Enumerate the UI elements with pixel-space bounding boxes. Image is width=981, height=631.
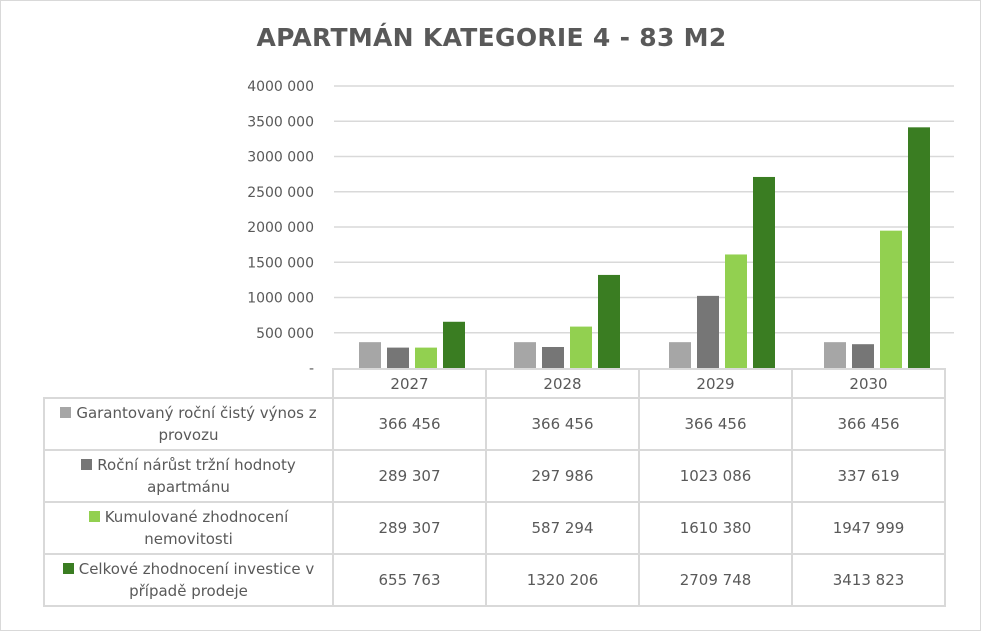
legend-entry: Roční nárůst tržní hodnoty apartmánu — [43, 449, 334, 503]
data-label: 3413 823 — [791, 553, 946, 607]
data-label: 1023 086 — [638, 449, 793, 503]
bar-2028-series-2 — [542, 346, 564, 368]
series-name: Kumulované zhodnocení nemovitosti — [104, 508, 289, 548]
series-name: Garantovaný roční čistý výnos z provozu — [76, 404, 317, 444]
data-label: 289 307 — [332, 501, 487, 555]
legend-swatch — [60, 407, 72, 418]
chart-title: APARTMÁN KATEGORIE 4 - 83 M2 — [256, 23, 727, 52]
bar-2028-series-1 — [514, 342, 536, 368]
table-corner — [44, 369, 334, 398]
y-tick-label: 3000 000 — [247, 150, 314, 166]
y-tick-label: 2500 000 — [247, 185, 314, 201]
data-label: 289 307 — [332, 449, 487, 503]
data-label: 366 456 — [485, 397, 640, 451]
bar-2027-series-4 — [443, 321, 465, 368]
legend-swatch — [62, 563, 74, 574]
y-tick-label: 4000 000 — [247, 79, 314, 95]
x-category-label: 2029 — [638, 368, 793, 399]
x-category-label: 2030 — [791, 368, 946, 399]
data-label: 366 456 — [638, 397, 793, 451]
bar-2029-series-2 — [697, 295, 719, 368]
series-name: Roční nárůst tržní hodnoty apartmánu — [97, 456, 296, 496]
bar-2030-series-3 — [880, 230, 902, 368]
data-label: 1947 999 — [791, 501, 946, 555]
data-label: 1610 380 — [638, 501, 793, 555]
y-tick-label: 1500 000 — [247, 255, 314, 271]
y-tick-label: 2000 000 — [247, 220, 314, 236]
legend-entry: Celkové zhodnocení investice v případě p… — [43, 553, 334, 607]
data-label: 655 763 — [332, 553, 487, 607]
data-label: 587 294 — [485, 501, 640, 555]
y-tick-label: 1000 000 — [247, 291, 314, 307]
legend-swatch — [88, 511, 100, 522]
y-tick-label: 500 000 — [256, 326, 314, 342]
table-row: Garantovaný roční čistý výnos z provozu 3… — [43, 397, 946, 451]
bar-2029-series-4 — [753, 176, 775, 368]
series-name: Celkové zhodnocení investice v případě p… — [78, 560, 315, 600]
x-category-label: 2028 — [485, 368, 640, 399]
x-category-label: 2027 — [332, 368, 487, 399]
data-label: 337 619 — [791, 449, 946, 503]
bar-2030-series-2 — [852, 344, 874, 368]
bar-2027-series-3 — [415, 347, 437, 368]
data-label: 1320 206 — [485, 553, 640, 607]
bar-2027-series-2 — [387, 347, 409, 368]
data-label: 366 456 — [791, 397, 946, 451]
data-label: 2709 748 — [638, 553, 793, 607]
table-row: Roční nárůst tržní hodnoty apartmánu 289 … — [43, 449, 946, 503]
table-row: Celkové zhodnocení investice v případě p… — [43, 553, 946, 607]
data-label: 297 986 — [485, 449, 640, 503]
legend-entry: Kumulované zhodnocení nemovitosti — [43, 501, 334, 555]
bar-2030-series-4 — [908, 127, 930, 369]
bar-2029-series-3 — [725, 254, 747, 368]
bar-2028-series-3 — [570, 326, 592, 368]
data-label: 366 456 — [332, 397, 487, 451]
data-table: 2027 2028 2029 2030 Garantovaný roční čistý … — [43, 368, 946, 607]
legend-entry: Garantovaný roční čistý výnos z provozu — [43, 397, 334, 451]
table-row: Kumulované zhodnocení nemovitosti 289 307… — [43, 501, 946, 555]
legend-swatch — [81, 459, 93, 470]
bar-2027-series-1 — [359, 342, 381, 368]
bar-2029-series-1 — [669, 342, 691, 368]
bar-2030-series-1 — [824, 342, 846, 368]
y-tick-label: 3500 000 — [247, 114, 314, 130]
bar-2028-series-4 — [598, 274, 620, 368]
